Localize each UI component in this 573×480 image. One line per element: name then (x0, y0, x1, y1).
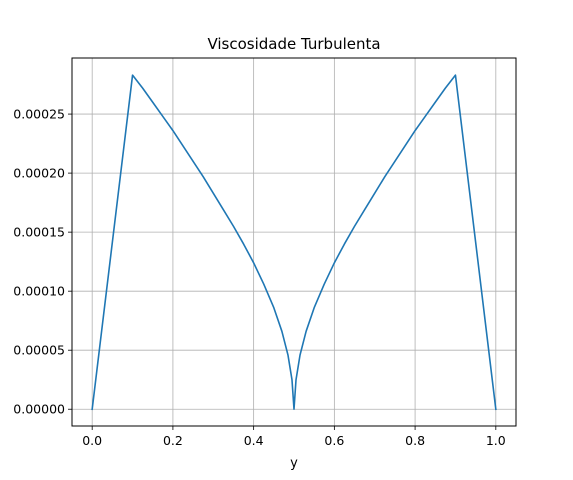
y-ticks: 0.00000 0.00005 0.00010 0.00015 0.00020 0.000… (13, 107, 72, 417)
x-ticks: 0.0 0.2 0.4 0.6 0.8 1.0 (82, 426, 506, 448)
plot-frame (71, 57, 517, 427)
x-tick-label: 0.0 (82, 433, 102, 448)
x-axis-label: y (290, 456, 298, 471)
chart-title: Viscosidade Turbulenta (207, 35, 380, 53)
y-tick-label: 0.00025 (13, 107, 65, 122)
x-tick-label: 1.0 (486, 433, 506, 448)
y-tick-label: 0.00015 (13, 225, 65, 240)
x-tick-label: 0.4 (244, 433, 264, 448)
grid-lines (72, 58, 516, 426)
y-tick-label: 0.00000 (13, 402, 65, 417)
series-line (91, 74, 497, 411)
series-layer (91, 74, 497, 411)
y-tick-label: 0.00005 (13, 343, 65, 358)
x-tick-label: 0.2 (163, 433, 183, 448)
x-tick-label: 0.8 (405, 433, 425, 448)
y-tick-label: 0.00020 (13, 166, 65, 181)
x-tick-label: 0.6 (324, 433, 344, 448)
y-tick-label: 0.00010 (13, 284, 65, 299)
